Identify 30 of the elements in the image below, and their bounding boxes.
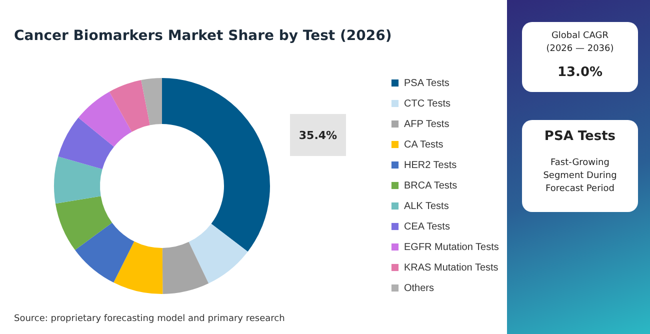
legend-label: AFP Tests xyxy=(404,119,450,130)
donut-slice xyxy=(78,92,132,147)
donut-slice xyxy=(188,224,248,284)
donut-slice xyxy=(55,196,112,250)
text: Global CAGR xyxy=(550,30,610,43)
text: Fast-Growing Segment During Forecast Period xyxy=(542,157,618,196)
donut-slice xyxy=(141,78,162,126)
source-note: Source: proprietary forecasting model and primary research xyxy=(14,314,285,324)
donut-slice xyxy=(54,156,102,204)
legend-label: Others xyxy=(404,283,434,294)
text: (2026 — 2036) xyxy=(545,43,615,56)
text: PSA Tests xyxy=(543,129,617,144)
text: 13.0% xyxy=(556,65,604,80)
legend-label: HER2 Tests xyxy=(404,160,457,171)
donut-slice xyxy=(58,118,114,170)
legend-label: EGFR Mutation Tests xyxy=(404,242,499,253)
donut-slice xyxy=(162,242,209,294)
chart-title: Cancer Biomarkers Market Share by Test (2026) xyxy=(14,28,392,44)
legend-label: CA Tests xyxy=(404,140,444,150)
legend-label: CTC Tests xyxy=(404,98,450,110)
donut-slice xyxy=(114,241,163,294)
legend-label: CEA Tests xyxy=(404,222,450,232)
donut-slice xyxy=(109,80,150,132)
data-label: 35.4% xyxy=(290,114,346,156)
donut-slice xyxy=(162,78,270,252)
legend-label: BRCA Tests xyxy=(404,180,458,192)
donut-slice xyxy=(75,222,134,283)
legend-label: KRAS Mutation Tests xyxy=(404,262,498,274)
legend-label: ALK Tests xyxy=(404,201,449,212)
legend-label: PSA Tests xyxy=(404,78,450,89)
